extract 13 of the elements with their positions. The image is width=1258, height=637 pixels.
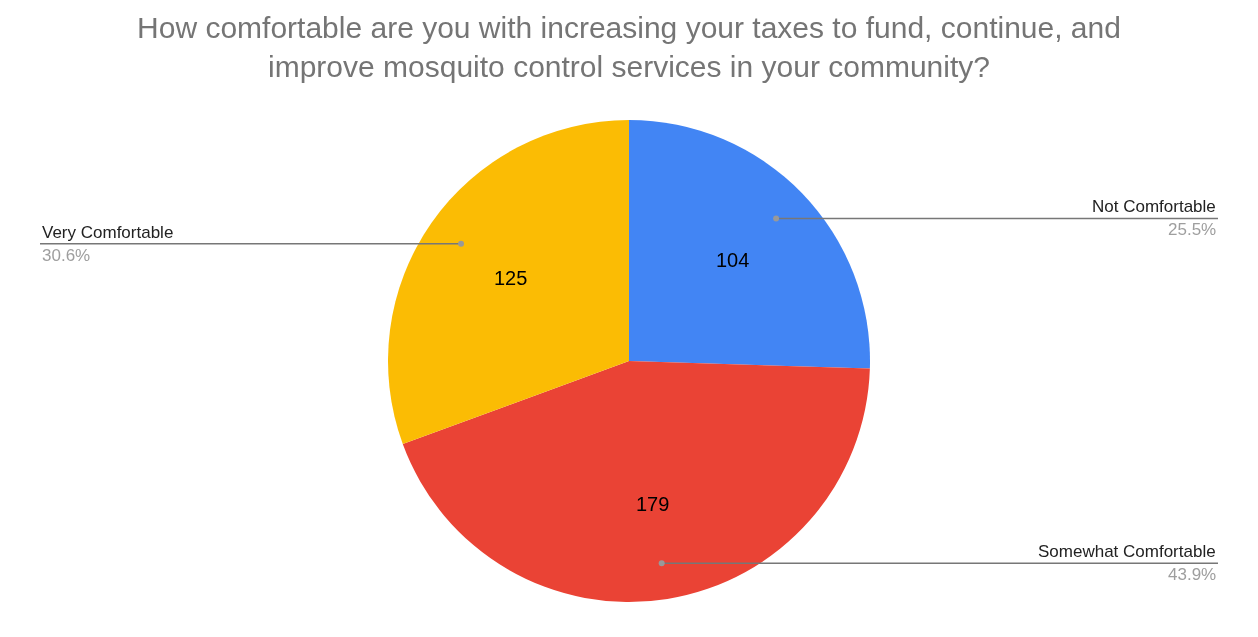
pie-slice [629, 120, 870, 369]
text: 125 [494, 267, 528, 289]
data-label: 25.5% [1168, 220, 1217, 239]
data-label: 30.6% [42, 246, 91, 265]
slice-label: Somewhat Comfortable [1038, 542, 1216, 561]
data-label: 43.9% [1168, 565, 1217, 584]
pie-slice [388, 120, 629, 445]
text: 179 [636, 493, 670, 515]
pie-slice [402, 361, 870, 602]
slice-label: Very Comfortable [42, 223, 174, 242]
chart-title: How comfortable are you with increasing your taxes to fund, continue, and improve mosquito control services in your community? [137, 11, 1121, 84]
slice-label: Not Comfortable [1092, 197, 1216, 216]
text: 104 [716, 249, 750, 271]
